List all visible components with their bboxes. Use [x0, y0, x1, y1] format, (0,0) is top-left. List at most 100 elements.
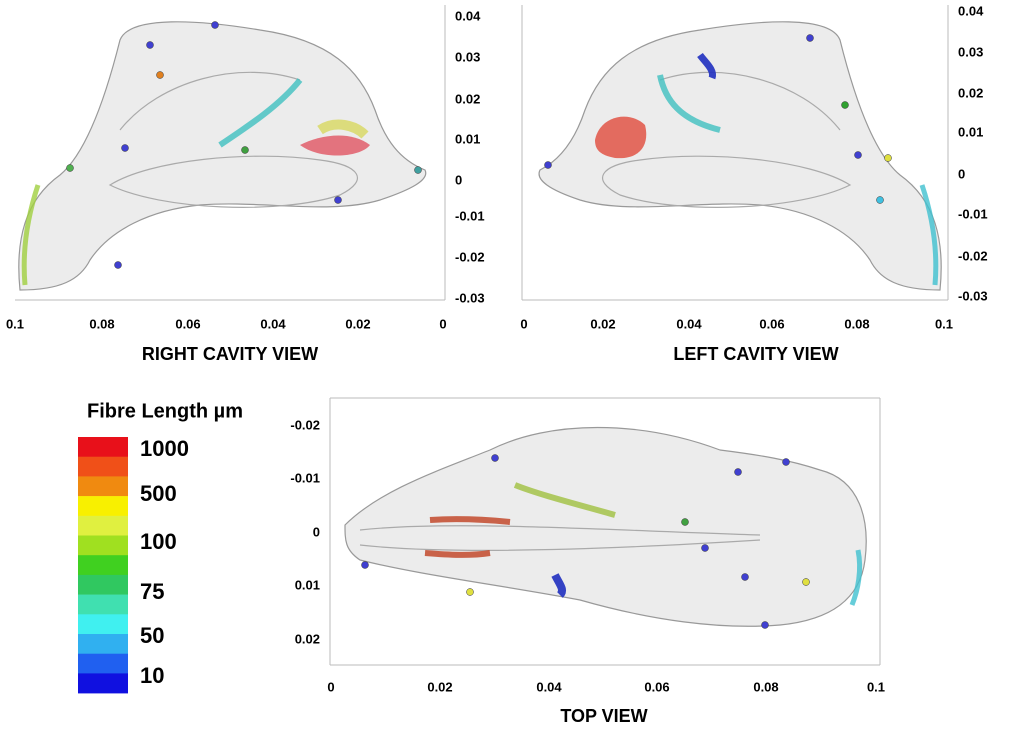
x-tick-label: 0.08	[89, 316, 114, 331]
x-tick-label: 0.1	[6, 316, 24, 331]
fibre-cluster	[300, 135, 370, 156]
x-tick-label: 0.02	[427, 679, 452, 694]
particle	[761, 621, 769, 629]
colorbar-band	[78, 437, 128, 457]
y-tick-label: -0.01	[958, 206, 988, 221]
cavity-shape	[18, 21, 427, 291]
top-shape	[344, 426, 867, 627]
colorbar-band	[78, 496, 128, 517]
fibre-cluster	[21, 184, 41, 286]
x-tick-label: 0.06	[644, 679, 669, 694]
particle	[361, 561, 369, 569]
x-tick-label: 0.04	[536, 679, 562, 694]
y-tick-label: 0	[455, 172, 462, 187]
particle	[66, 164, 74, 172]
cavity-outline	[108, 155, 359, 208]
cavity-outline	[359, 525, 761, 536]
cavity-outline	[119, 71, 301, 131]
y-tick-label: 0.01	[958, 124, 983, 139]
left-cavity-panel	[521, 5, 949, 301]
y-tick-label: -0.03	[455, 290, 485, 305]
cavity-outline	[359, 539, 761, 552]
cavity-shape	[538, 21, 942, 291]
colorbar-label: 75	[140, 579, 164, 604]
colorbar-label: 500	[140, 481, 177, 506]
colorbar-label: 50	[140, 623, 164, 648]
particle	[782, 458, 790, 466]
y-tick-label: 0.04	[958, 3, 984, 18]
y-tick-label: -0.01	[290, 470, 320, 485]
cavity-outline	[659, 71, 841, 131]
colorbar-band	[78, 476, 128, 497]
colorbar-band	[78, 574, 128, 595]
y-tick-label: 0.02	[455, 91, 480, 106]
cavity-outline	[601, 155, 852, 208]
top-view-panel	[329, 397, 881, 666]
panel-title: RIGHT CAVITY VIEW	[142, 344, 318, 364]
particle	[241, 146, 249, 154]
particle	[854, 151, 862, 159]
colorbar-title: Fibre Length µm	[87, 400, 243, 422]
colorbar-band	[78, 515, 128, 536]
x-tick-label: 0.08	[844, 316, 869, 331]
x-tick-label: 0.06	[175, 316, 200, 331]
y-tick-label: 0	[313, 524, 320, 539]
colorbar-band	[78, 456, 128, 477]
fibre-cluster	[657, 74, 721, 133]
panel-title: LEFT CAVITY VIEW	[673, 344, 838, 364]
particle	[466, 588, 474, 596]
x-tick-label: 0.02	[590, 316, 615, 331]
colorbar-band	[78, 673, 128, 694]
x-tick-label: 0.1	[935, 316, 953, 331]
particle	[876, 196, 884, 204]
particle	[334, 196, 342, 204]
fibre-cluster	[551, 573, 567, 598]
colorbar	[78, 437, 128, 694]
fibre-cluster	[513, 482, 616, 518]
particle	[681, 518, 689, 526]
x-tick-label: 0	[439, 316, 446, 331]
x-tick-label: 0	[520, 316, 527, 331]
particle	[211, 21, 219, 29]
particle	[146, 41, 154, 49]
x-tick-label: 0.04	[260, 316, 286, 331]
particle	[491, 454, 499, 462]
y-tick-label: 0.03	[958, 44, 983, 59]
fibre-cluster	[317, 119, 369, 139]
colorbar-band	[78, 653, 128, 674]
fibre-cluster	[595, 116, 647, 159]
particle	[841, 101, 849, 109]
particle	[806, 34, 814, 42]
particle	[114, 261, 122, 269]
colorbar-band	[78, 614, 128, 635]
particle	[156, 71, 164, 79]
y-tick-label: 0.01	[295, 577, 320, 592]
particle	[802, 578, 810, 586]
y-tick-label: -0.02	[455, 249, 485, 264]
y-tick-label: 0.02	[295, 631, 320, 646]
particle	[414, 166, 422, 174]
right-cavity-panel	[15, 5, 446, 301]
colorbar-band	[78, 634, 128, 654]
colorbar-band	[78, 594, 128, 615]
particle	[121, 144, 129, 152]
colorbar-label: 100	[140, 529, 177, 554]
x-tick-label: 0.04	[676, 316, 702, 331]
fibre-cluster	[919, 184, 939, 286]
fibre-cluster	[218, 78, 303, 148]
particle	[701, 544, 709, 552]
y-tick-label: -0.03	[958, 288, 988, 303]
colorbar-label: 1000	[140, 436, 189, 461]
particle	[884, 154, 892, 162]
y-tick-label: 0	[958, 166, 965, 181]
y-tick-label: -0.01	[455, 208, 485, 223]
x-tick-label: 0.06	[759, 316, 784, 331]
colorbar-label: 10	[140, 663, 164, 688]
y-tick-label: -0.02	[290, 417, 320, 432]
particle	[544, 161, 552, 169]
x-tick-label: 0	[327, 679, 334, 694]
fibre-cluster	[697, 52, 717, 80]
y-tick-label: 0.02	[958, 85, 983, 100]
panel-title: TOP VIEW	[560, 706, 647, 726]
